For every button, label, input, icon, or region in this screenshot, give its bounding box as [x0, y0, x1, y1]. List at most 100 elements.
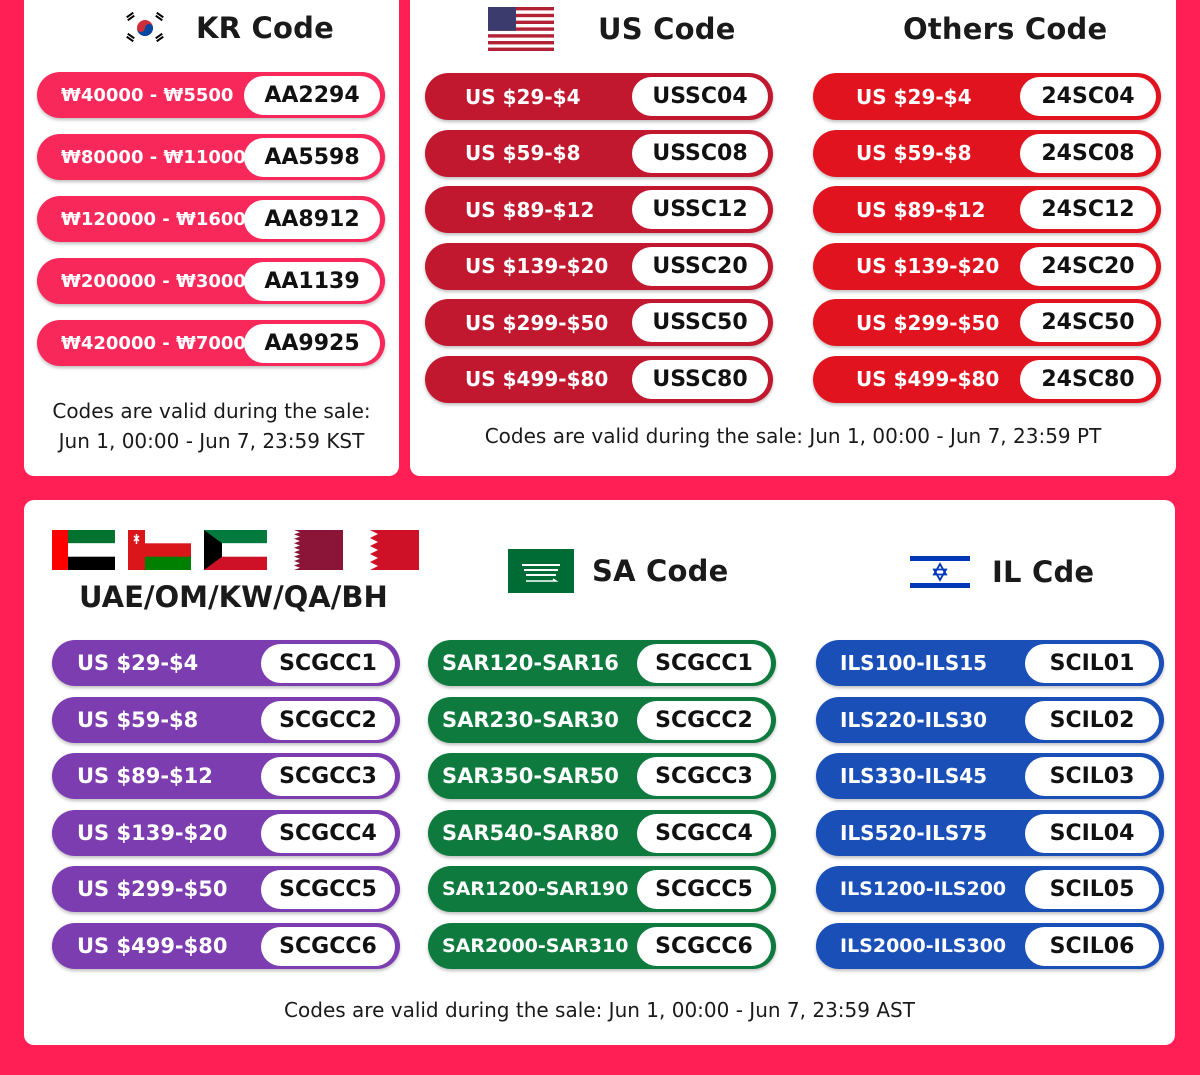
promo-code[interactable]: AA5598	[244, 138, 380, 177]
price-range: US $499-$80	[77, 933, 228, 958]
sa-code-row[interactable]: SAR230-SAR30 SCGCC2	[428, 696, 776, 743]
others-code-row[interactable]: US $139-$20 24SC20	[813, 242, 1161, 290]
promo-code[interactable]: SCIL05	[1025, 870, 1159, 909]
promo-code[interactable]: SCGCC4	[261, 813, 395, 853]
promo-code[interactable]: SCGCC1	[261, 644, 395, 683]
kr-header: KR Code	[120, 8, 334, 48]
gcc-code-row[interactable]: US $29-$4 SCGCC1	[52, 640, 400, 686]
promo-code[interactable]: SCIL02	[1025, 700, 1159, 740]
price-range: US $299-$50	[465, 310, 609, 335]
kr-code-row[interactable]: ₩120000 - ₩16000 AA8912	[37, 196, 385, 242]
il-code-row[interactable]: ILS220-ILS30 SCIL02	[816, 696, 1164, 743]
price-range: ₩420000 - ₩70000	[61, 332, 259, 354]
promo-code[interactable]: AA8912	[244, 200, 380, 239]
il-code-row[interactable]: ILS100-ILS15 SCIL01	[816, 640, 1164, 686]
price-range: US $499-$80	[856, 367, 1000, 391]
promo-code[interactable]: SCGCC3	[637, 757, 771, 796]
kr-code-row[interactable]: ₩40000 - ₩5500 AA2294	[37, 72, 385, 118]
gcc-flags	[52, 530, 419, 570]
promo-code[interactable]: 24SC20	[1020, 246, 1156, 286]
promo-code[interactable]: USSC04	[632, 77, 768, 116]
sa-code-list: SAR120-SAR16 SCGCC1 SAR230-SAR30 SCGCC2 SA…	[428, 640, 776, 979]
price-range: ₩120000 - ₩16000	[61, 208, 259, 230]
promo-code[interactable]: USSC50	[632, 303, 768, 342]
il-code-row[interactable]: ILS520-ILS75 SCIL04	[816, 809, 1164, 856]
promo-code[interactable]: 24SC12	[1020, 190, 1156, 229]
promo-code[interactable]: AA9925	[244, 324, 380, 363]
promo-code[interactable]: 24SC04	[1020, 77, 1156, 116]
promo-code[interactable]: AA2294	[244, 76, 380, 115]
il-header: IL Cde	[910, 552, 1094, 592]
promo-code[interactable]: SCIL04	[1025, 813, 1159, 853]
us-code-row[interactable]: US $139-$20 USSC20	[425, 242, 773, 290]
gcc-code-row[interactable]: US $139-$20 SCGCC4	[52, 809, 400, 856]
price-range: SAR540-SAR80	[442, 820, 619, 845]
us-header: US Code	[488, 7, 736, 51]
qatar-flag-icon	[280, 530, 343, 570]
others-code-row[interactable]: US $499-$80 24SC80	[813, 355, 1161, 403]
us-code-row[interactable]: US $89-$12 USSC12	[425, 186, 773, 233]
us-title: US Code	[598, 12, 736, 46]
promo-code[interactable]: 24SC08	[1020, 133, 1156, 173]
price-range: US $89-$12	[77, 764, 213, 788]
gcc-code-row[interactable]: US $59-$8 SCGCC2	[52, 696, 400, 743]
promo-code[interactable]: SCGCC5	[261, 870, 395, 909]
bahrain-flag-icon	[356, 530, 419, 570]
us-code-row[interactable]: US $499-$80 USSC80	[425, 355, 773, 403]
gcc-code-row[interactable]: US $89-$12 SCGCC3	[52, 753, 400, 799]
promo-code[interactable]: USSC80	[632, 359, 768, 399]
us-code-row[interactable]: US $29-$4 USSC04	[425, 73, 773, 120]
sa-header: SA Code	[508, 549, 728, 593]
promo-code[interactable]: SCIL01	[1025, 644, 1159, 683]
promo-code[interactable]: SCGCC2	[637, 700, 771, 740]
promo-code[interactable]: SCGCC5	[637, 870, 771, 909]
sa-code-row[interactable]: SAR2000-SAR310 SCGCC6	[428, 922, 776, 969]
others-code-row[interactable]: US $59-$8 24SC08	[813, 129, 1161, 177]
price-range: SAR120-SAR16	[442, 651, 619, 675]
il-code-row[interactable]: ILS2000-ILS300 SCIL06	[816, 922, 1164, 969]
promo-code[interactable]: 24SC50	[1020, 303, 1156, 342]
kr-code-row[interactable]: ₩420000 - ₩70000 AA9925	[37, 320, 385, 366]
kr-validity-note: Codes are valid during the sale: Jun 1, …	[24, 396, 399, 456]
promo-code[interactable]: SCGCC2	[261, 700, 395, 740]
sa-code-row[interactable]: SAR1200-SAR190 SCGCC5	[428, 866, 776, 912]
price-range: US $29-$4	[856, 84, 972, 109]
uae-flag-icon	[52, 530, 115, 570]
us-code-row[interactable]: US $59-$8 USSC08	[425, 129, 773, 177]
promo-code[interactable]: SCGCC6	[261, 926, 395, 966]
promo-code[interactable]: SCIL03	[1025, 757, 1159, 796]
promo-code[interactable]: USSC08	[632, 133, 768, 173]
promo-code[interactable]: AA1139	[244, 262, 380, 301]
il-code-list: ILS100-ILS15 SCIL01 ILS220-ILS30 SCIL02 IL…	[816, 640, 1164, 979]
others-code-row[interactable]: US $299-$50 24SC50	[813, 299, 1161, 346]
promo-code[interactable]: SCGCC1	[637, 644, 771, 683]
promo-code[interactable]: SCGCC4	[637, 813, 771, 853]
il-code-row[interactable]: ILS1200-ILS200 SCIL05	[816, 866, 1164, 912]
promo-code[interactable]: USSC20	[632, 246, 768, 286]
price-range: US $299-$50	[77, 877, 228, 901]
sa-code-row[interactable]: SAR350-SAR50 SCGCC3	[428, 753, 776, 799]
il-title: IL Cde	[992, 555, 1095, 589]
price-range: US $29-$4	[465, 84, 581, 109]
gcc-code-row[interactable]: US $299-$50 SCGCC5	[52, 866, 400, 912]
kr-code-row[interactable]: ₩80000 - ₩11000 AA5598	[37, 134, 385, 180]
promo-code[interactable]: SCGCC3	[261, 757, 395, 796]
price-range: ILS2000-ILS300	[840, 934, 1007, 957]
us-code-row[interactable]: US $299-$50 USSC50	[425, 299, 773, 346]
il-code-row[interactable]: ILS330-ILS45 SCIL03	[816, 753, 1164, 799]
promo-code[interactable]: SCIL06	[1025, 926, 1159, 966]
usa-flag-icon	[488, 7, 554, 51]
others-code-row[interactable]: US $89-$12 24SC12	[813, 186, 1161, 233]
price-range: US $89-$12	[465, 197, 595, 222]
promo-code[interactable]: 24SC80	[1020, 359, 1156, 399]
israel-flag-icon	[910, 552, 970, 592]
promo-code[interactable]: SCGCC6	[637, 926, 771, 966]
sa-code-row[interactable]: SAR120-SAR16 SCGCC1	[428, 640, 776, 686]
gcc-code-row[interactable]: US $499-$80 SCGCC6	[52, 922, 400, 969]
promo-code[interactable]: USSC12	[632, 190, 768, 229]
price-range: US $29-$4	[77, 651, 199, 675]
kr-code-row[interactable]: ₩200000 - ₩30000 AA1139	[37, 258, 385, 304]
others-code-row[interactable]: US $29-$4 24SC04	[813, 73, 1161, 120]
kr-note-line2: Jun 1, 00:00 - Jun 7, 23:59 KST	[58, 429, 365, 453]
sa-code-row[interactable]: SAR540-SAR80 SCGCC4	[428, 809, 776, 856]
